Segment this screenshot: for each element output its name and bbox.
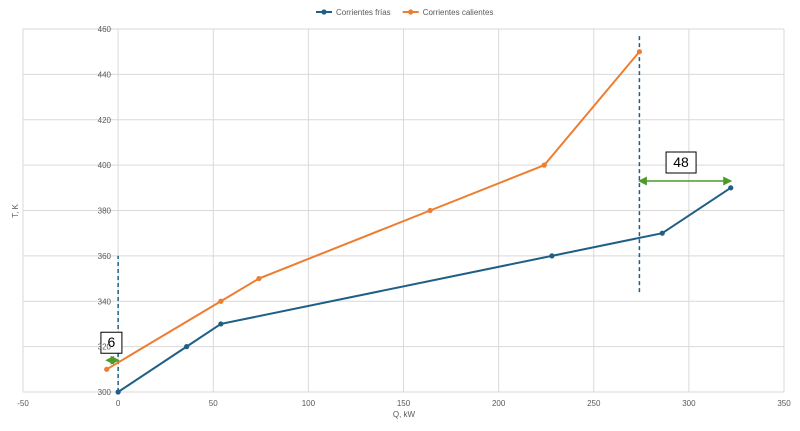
y-tick-label: 340 <box>98 297 112 306</box>
y-tick-label: 320 <box>98 343 112 352</box>
y-tick-label: 360 <box>98 252 112 261</box>
data-point <box>218 298 224 304</box>
x-tick-label: 150 <box>397 399 411 408</box>
grid <box>22 28 785 393</box>
y-tick-label: 380 <box>98 207 112 216</box>
x-tick-label: 350 <box>777 399 791 408</box>
data-point <box>256 275 262 282</box>
data-point <box>218 321 224 327</box>
data-point <box>184 344 190 350</box>
y-tick-label: 460 <box>98 25 112 34</box>
reference-lines <box>117 33 641 392</box>
legend-label: Corrientes calientes <box>423 8 494 17</box>
series-layer <box>104 49 734 395</box>
x-tick-label: 200 <box>492 399 506 408</box>
y-tick-label: 420 <box>98 116 112 125</box>
x-tick-label: 250 <box>587 399 601 408</box>
x-axis-title: Q, kW <box>393 410 416 419</box>
gap-label: 6 <box>108 334 116 350</box>
y-axis-title: T, K <box>11 203 20 217</box>
gap-label-box <box>100 331 123 354</box>
x-tick-label: 0 <box>116 399 121 408</box>
data-point <box>427 207 433 214</box>
data-point <box>728 185 734 191</box>
y-tick-label: 300 <box>98 388 112 397</box>
legend-swatch-marker <box>408 9 414 15</box>
x-tick-label: -50 <box>17 399 29 408</box>
y-tick-label: 440 <box>98 70 112 79</box>
gap-label-box <box>665 151 697 174</box>
series-line <box>106 51 641 371</box>
x-axis-ticks: -50 0 50 100 150 200 250 300 350 <box>17 399 791 408</box>
y-axis-ticks: 300 320 340 360 380 400 420 440 460 <box>98 25 112 397</box>
y-tick-label: 400 <box>98 161 112 170</box>
data-point <box>549 253 555 259</box>
x-tick-label: 50 <box>209 399 218 408</box>
data-point <box>659 230 665 236</box>
x-tick-label: 300 <box>682 399 696 408</box>
series-line <box>117 186 732 393</box>
legend-label: Corrientes frías <box>336 8 391 17</box>
data-point <box>104 366 110 372</box>
data-point <box>636 49 643 55</box>
gap-label: 48 <box>673 154 689 170</box>
legend: Corrientes frías Corrientes calientes <box>316 8 493 17</box>
data-point <box>115 389 121 395</box>
legend-swatch-marker <box>321 9 327 15</box>
annotations: 6 48 <box>100 151 733 365</box>
x-tick-label: 100 <box>302 399 316 408</box>
data-point <box>541 162 547 168</box>
